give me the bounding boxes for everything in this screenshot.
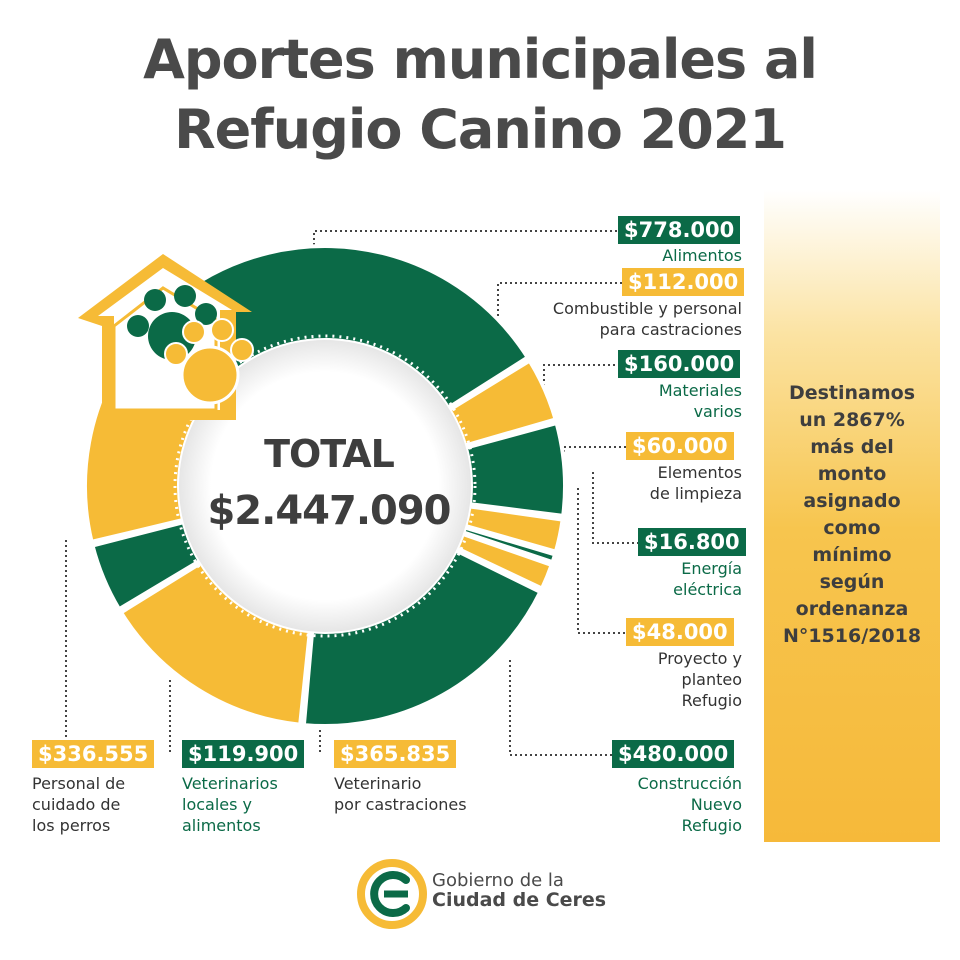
value-badge-3: $160.000 <box>618 350 741 378</box>
total-label: TOTAL <box>264 432 395 476</box>
dog-house-paw-icon <box>78 254 254 420</box>
leader-line-5 <box>592 472 638 544</box>
value-badge-9: $119.900 <box>182 740 305 768</box>
leader-lines <box>65 230 638 756</box>
value-badge-10: $336.555 <box>32 740 155 768</box>
slice-label-4: Elementos de limpieza <box>649 463 742 503</box>
title-line-1: Aportes municipales al <box>143 28 818 91</box>
slice-label-1: Alimentos <box>662 246 742 265</box>
leader-line-1 <box>313 230 618 330</box>
dotted-inner-ring <box>173 334 477 638</box>
value-badge-4: $60.000 <box>626 432 734 460</box>
slice-label-2: Combustible y personal para castraciones <box>552 299 742 339</box>
slice-label-7: Construcción Nuevo Refugio <box>637 774 742 835</box>
value-badge-2: $112.000 <box>622 268 745 296</box>
total-value: $2.447.090 <box>207 488 451 534</box>
value-badge-7: $480.000 <box>612 740 735 768</box>
title-line-2: Refugio Canino 2021 <box>174 98 787 161</box>
slice-label-6: Proyecto y planteo Refugio <box>657 649 742 710</box>
slice-label-5: Energía eléctrica <box>673 559 742 599</box>
donut-hole <box>179 340 471 632</box>
side-note-panel: Destinamos un 2867% más del monto asigna… <box>764 190 940 842</box>
value-badge-6: $48.000 <box>626 618 734 646</box>
side-note-text: Destinamos un 2867% más del monto asigna… <box>782 382 922 647</box>
leader-line-3 <box>543 364 618 386</box>
value-badge-1: $778.000 <box>618 216 741 244</box>
logo-line-1: Gobierno de la <box>432 870 564 891</box>
value-badge-8: $365.835 <box>334 740 457 768</box>
slice-label-3: Materiales varios <box>658 381 742 421</box>
slice-label-8: Veterinario por castraciones <box>334 774 467 814</box>
logo-line-2: Ciudad de Ceres <box>432 889 607 911</box>
leader-line-6 <box>577 488 626 634</box>
leader-line-7 <box>509 660 612 756</box>
slice-label-9: Veterinarios locales y alimentos <box>182 774 278 835</box>
slice-label-10: Personal de cuidado de los perros <box>32 774 126 835</box>
leader-line-2 <box>497 282 622 316</box>
ceres-logo-icon <box>357 859 427 929</box>
value-badge-5: $16.800 <box>638 528 746 556</box>
leader-line-4 <box>563 446 626 452</box>
